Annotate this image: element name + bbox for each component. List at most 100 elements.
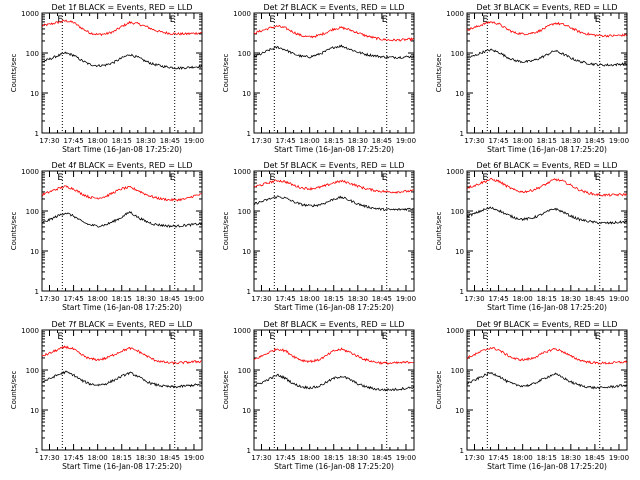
event-marker-label: E (57, 15, 63, 25)
y-axis-label: Counts/sec (435, 212, 443, 251)
x-tick-label: 18:45 (372, 295, 392, 303)
y-tick-label: 10 (455, 248, 464, 256)
x-tick-label: 18:45 (372, 454, 392, 462)
x-tick-label: 18:15 (537, 295, 557, 303)
x-tick-label: 19:00 (609, 137, 629, 145)
x-tick-label: 18:30 (136, 137, 156, 145)
event-marker-label: E (170, 332, 176, 342)
x-tick-label: 19:00 (609, 295, 629, 303)
y-tick-label: 1 (460, 288, 464, 296)
plot-frame (466, 12, 628, 134)
x-axis-label: Start Time (16-Jan-08 17:25:20) (62, 303, 182, 312)
x-tick-label: 18:15 (324, 454, 344, 462)
x-tick-label: 17:45 (275, 295, 295, 303)
x-tick-label: 19:00 (184, 295, 204, 303)
x-tick-label: 18:30 (561, 137, 581, 145)
plot-frame (466, 170, 628, 292)
x-tick-label: 17:45 (275, 137, 295, 145)
y-axis-label: Counts/sec (10, 371, 18, 410)
x-tick-label: 18:45 (160, 454, 180, 462)
x-tick-label: 18:45 (585, 137, 605, 145)
series-line-lld (253, 179, 414, 194)
y-tick-label: 100 (238, 367, 251, 375)
x-axis-label: Start Time (16-Jan-08 17:25:20) (487, 145, 607, 154)
event-marker-label: E (482, 173, 488, 183)
x-axis-label: Start Time (16-Jan-08 17:25:20) (62, 145, 182, 154)
event-marker-label: E (482, 15, 488, 25)
series-line-events (253, 373, 415, 392)
panel-title: Det 2f BLACK = Events, RED = LLD (263, 3, 404, 12)
x-tick-label: 17:30 (39, 137, 59, 145)
y-tick-label: 1 (247, 288, 251, 296)
y-tick-label: 10 (455, 407, 464, 415)
chart-panel-9: Det 9f BLACK = Events, RED = LLD 1 10 100 10… (435, 320, 629, 471)
y-tick-label: 10 (242, 90, 251, 98)
chart-panel-6: Det 6f BLACK = Events, RED = LLD 1 10 100 10… (435, 161, 629, 312)
event-marker-label: E (170, 173, 176, 183)
series-line-events (253, 195, 414, 212)
event-marker-label: E (382, 332, 388, 342)
x-tick-label: 17:30 (251, 295, 271, 303)
x-tick-label: 18:00 (300, 137, 320, 145)
series-line-lld (466, 21, 627, 38)
x-tick-label: 18:45 (372, 137, 392, 145)
y-axis-label: Counts/sec (222, 212, 230, 251)
panel-title: Det 8f BLACK = Events, RED = LLD (263, 320, 404, 329)
y-tick-label: 100 (26, 50, 39, 58)
series-line-lld (466, 177, 628, 197)
x-tick-label: 18:15 (112, 295, 132, 303)
event-marker-label: E (595, 15, 601, 25)
x-tick-label: 19:00 (396, 295, 416, 303)
x-tick-label: 18:45 (160, 295, 180, 303)
x-axis-label: Start Time (16-Jan-08 17:25:20) (487, 303, 607, 312)
x-tick-label: 18:00 (300, 454, 320, 462)
y-tick-label: 1000 (21, 327, 39, 335)
x-tick-label: 17:45 (488, 295, 508, 303)
x-tick-label: 18:15 (112, 137, 132, 145)
x-tick-label: 19:00 (609, 454, 629, 462)
x-tick-label: 17:30 (251, 137, 271, 145)
x-axis-label: Start Time (16-Jan-08 17:25:20) (274, 462, 394, 471)
x-tick-label: 18:45 (585, 454, 605, 462)
x-tick-label: 18:15 (537, 137, 557, 145)
y-tick-label: 1 (460, 130, 464, 138)
y-axis-label: Counts/sec (222, 54, 230, 93)
x-tick-label: 18:30 (136, 295, 156, 303)
y-tick-label: 100 (451, 50, 464, 58)
panel-title: Det 7f BLACK = Events, RED = LLD (51, 320, 192, 329)
y-tick-label: 100 (26, 367, 39, 375)
chart-panel-2: Det 2f BLACK = Events, RED = LLD 1 10 100 10… (222, 3, 416, 154)
y-tick-label: 1 (35, 288, 39, 296)
x-tick-label: 17:30 (464, 295, 484, 303)
x-tick-label: 18:00 (513, 137, 533, 145)
x-tick-label: 17:45 (63, 295, 83, 303)
chart-panel-7: Det 7f BLACK = Events, RED = LLD 1 10 100 10… (10, 320, 204, 471)
event-marker-label: E (382, 15, 388, 25)
chart-panel-4: Det 4f BLACK = Events, RED = LLD 1 10 100 10… (10, 161, 204, 312)
x-tick-label: 18:30 (561, 295, 581, 303)
x-tick-label: 18:30 (348, 137, 368, 145)
series-line-events (466, 48, 627, 67)
panel-title: Det 9f BLACK = Events, RED = LLD (476, 320, 617, 329)
x-axis-label: Start Time (16-Jan-08 17:25:20) (62, 462, 182, 471)
y-tick-label: 1000 (233, 10, 251, 18)
event-marker-label: E (57, 332, 63, 342)
series-line-events (466, 371, 627, 390)
x-tick-label: 17:45 (63, 454, 83, 462)
y-tick-label: 100 (238, 208, 251, 216)
y-tick-label: 1 (35, 447, 39, 455)
y-tick-label: 100 (238, 50, 251, 58)
y-axis-label: Counts/sec (222, 371, 230, 410)
y-tick-label: 1000 (446, 327, 464, 335)
event-marker-label: E (482, 332, 488, 342)
y-tick-label: 1 (35, 130, 39, 138)
x-axis-label: Start Time (16-Jan-08 17:25:20) (487, 462, 607, 471)
x-tick-label: 17:45 (488, 454, 508, 462)
y-tick-label: 1 (460, 447, 464, 455)
x-tick-label: 18:30 (561, 454, 581, 462)
plot-frame (253, 170, 415, 292)
x-tick-label: 17:45 (488, 137, 508, 145)
series-line-events (41, 210, 203, 228)
y-tick-label: 1000 (21, 168, 39, 176)
